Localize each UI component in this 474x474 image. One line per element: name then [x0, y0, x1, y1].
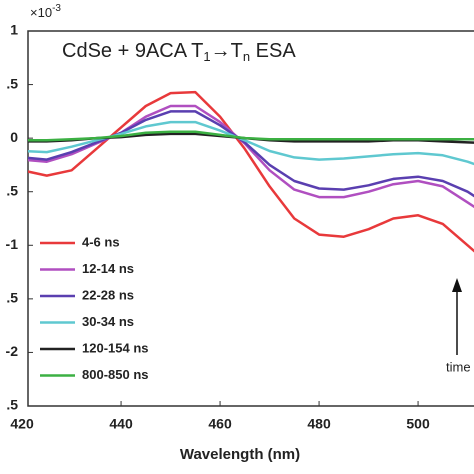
title-sub: n	[243, 49, 250, 64]
x-tick-label: 420	[10, 416, 34, 432]
title-part: ESA	[250, 40, 296, 62]
y-tick-label: 0	[10, 129, 18, 145]
y-tick-label: 1	[10, 22, 18, 38]
series-line	[28, 90, 474, 253]
legend-label: 4-6 ns	[82, 234, 120, 249]
y-tick-label: -2	[6, 343, 19, 359]
legend-label: 22-28 ns	[82, 287, 134, 302]
y-tick-label: .5	[6, 397, 18, 413]
legend-label: 12-14 ns	[82, 261, 134, 276]
y-tick-label: -1	[6, 236, 19, 252]
x-tick-label: 460	[208, 416, 232, 432]
plot-frame	[27, 30, 474, 407]
x-tick-label: 480	[307, 416, 331, 432]
x-tick-label: 440	[109, 416, 133, 432]
y-tick-label: .5	[6, 290, 18, 306]
plot-area	[28, 90, 474, 253]
title-sub: 1	[203, 49, 210, 64]
multiplier-base: ×10	[30, 5, 52, 20]
legend-label: 120-154 ns	[82, 340, 149, 355]
series-line	[28, 120, 474, 166]
series-line	[28, 110, 474, 198]
annotation: time	[446, 359, 471, 374]
title-part: CdSe + 9ACA T	[62, 40, 203, 62]
series-line	[28, 104, 474, 209]
y-tick-label: .5	[6, 75, 18, 91]
x-tick-label: 500	[406, 416, 430, 432]
x-axis-label: Wavelength (nm)	[180, 446, 300, 463]
title-part: →T	[211, 40, 243, 62]
series-line	[28, 130, 474, 142]
multiplier: ×10-3	[30, 3, 61, 21]
y-tick-label: .5	[6, 182, 18, 198]
multiplier-exp: -3	[52, 3, 61, 14]
legend-label: 800-850 ns	[82, 367, 149, 382]
chart-title: CdSe + 9ACA T1→Tn ESA	[62, 40, 296, 64]
legend-label: 30-34 ns	[82, 314, 134, 329]
arrow-head	[452, 278, 462, 292]
